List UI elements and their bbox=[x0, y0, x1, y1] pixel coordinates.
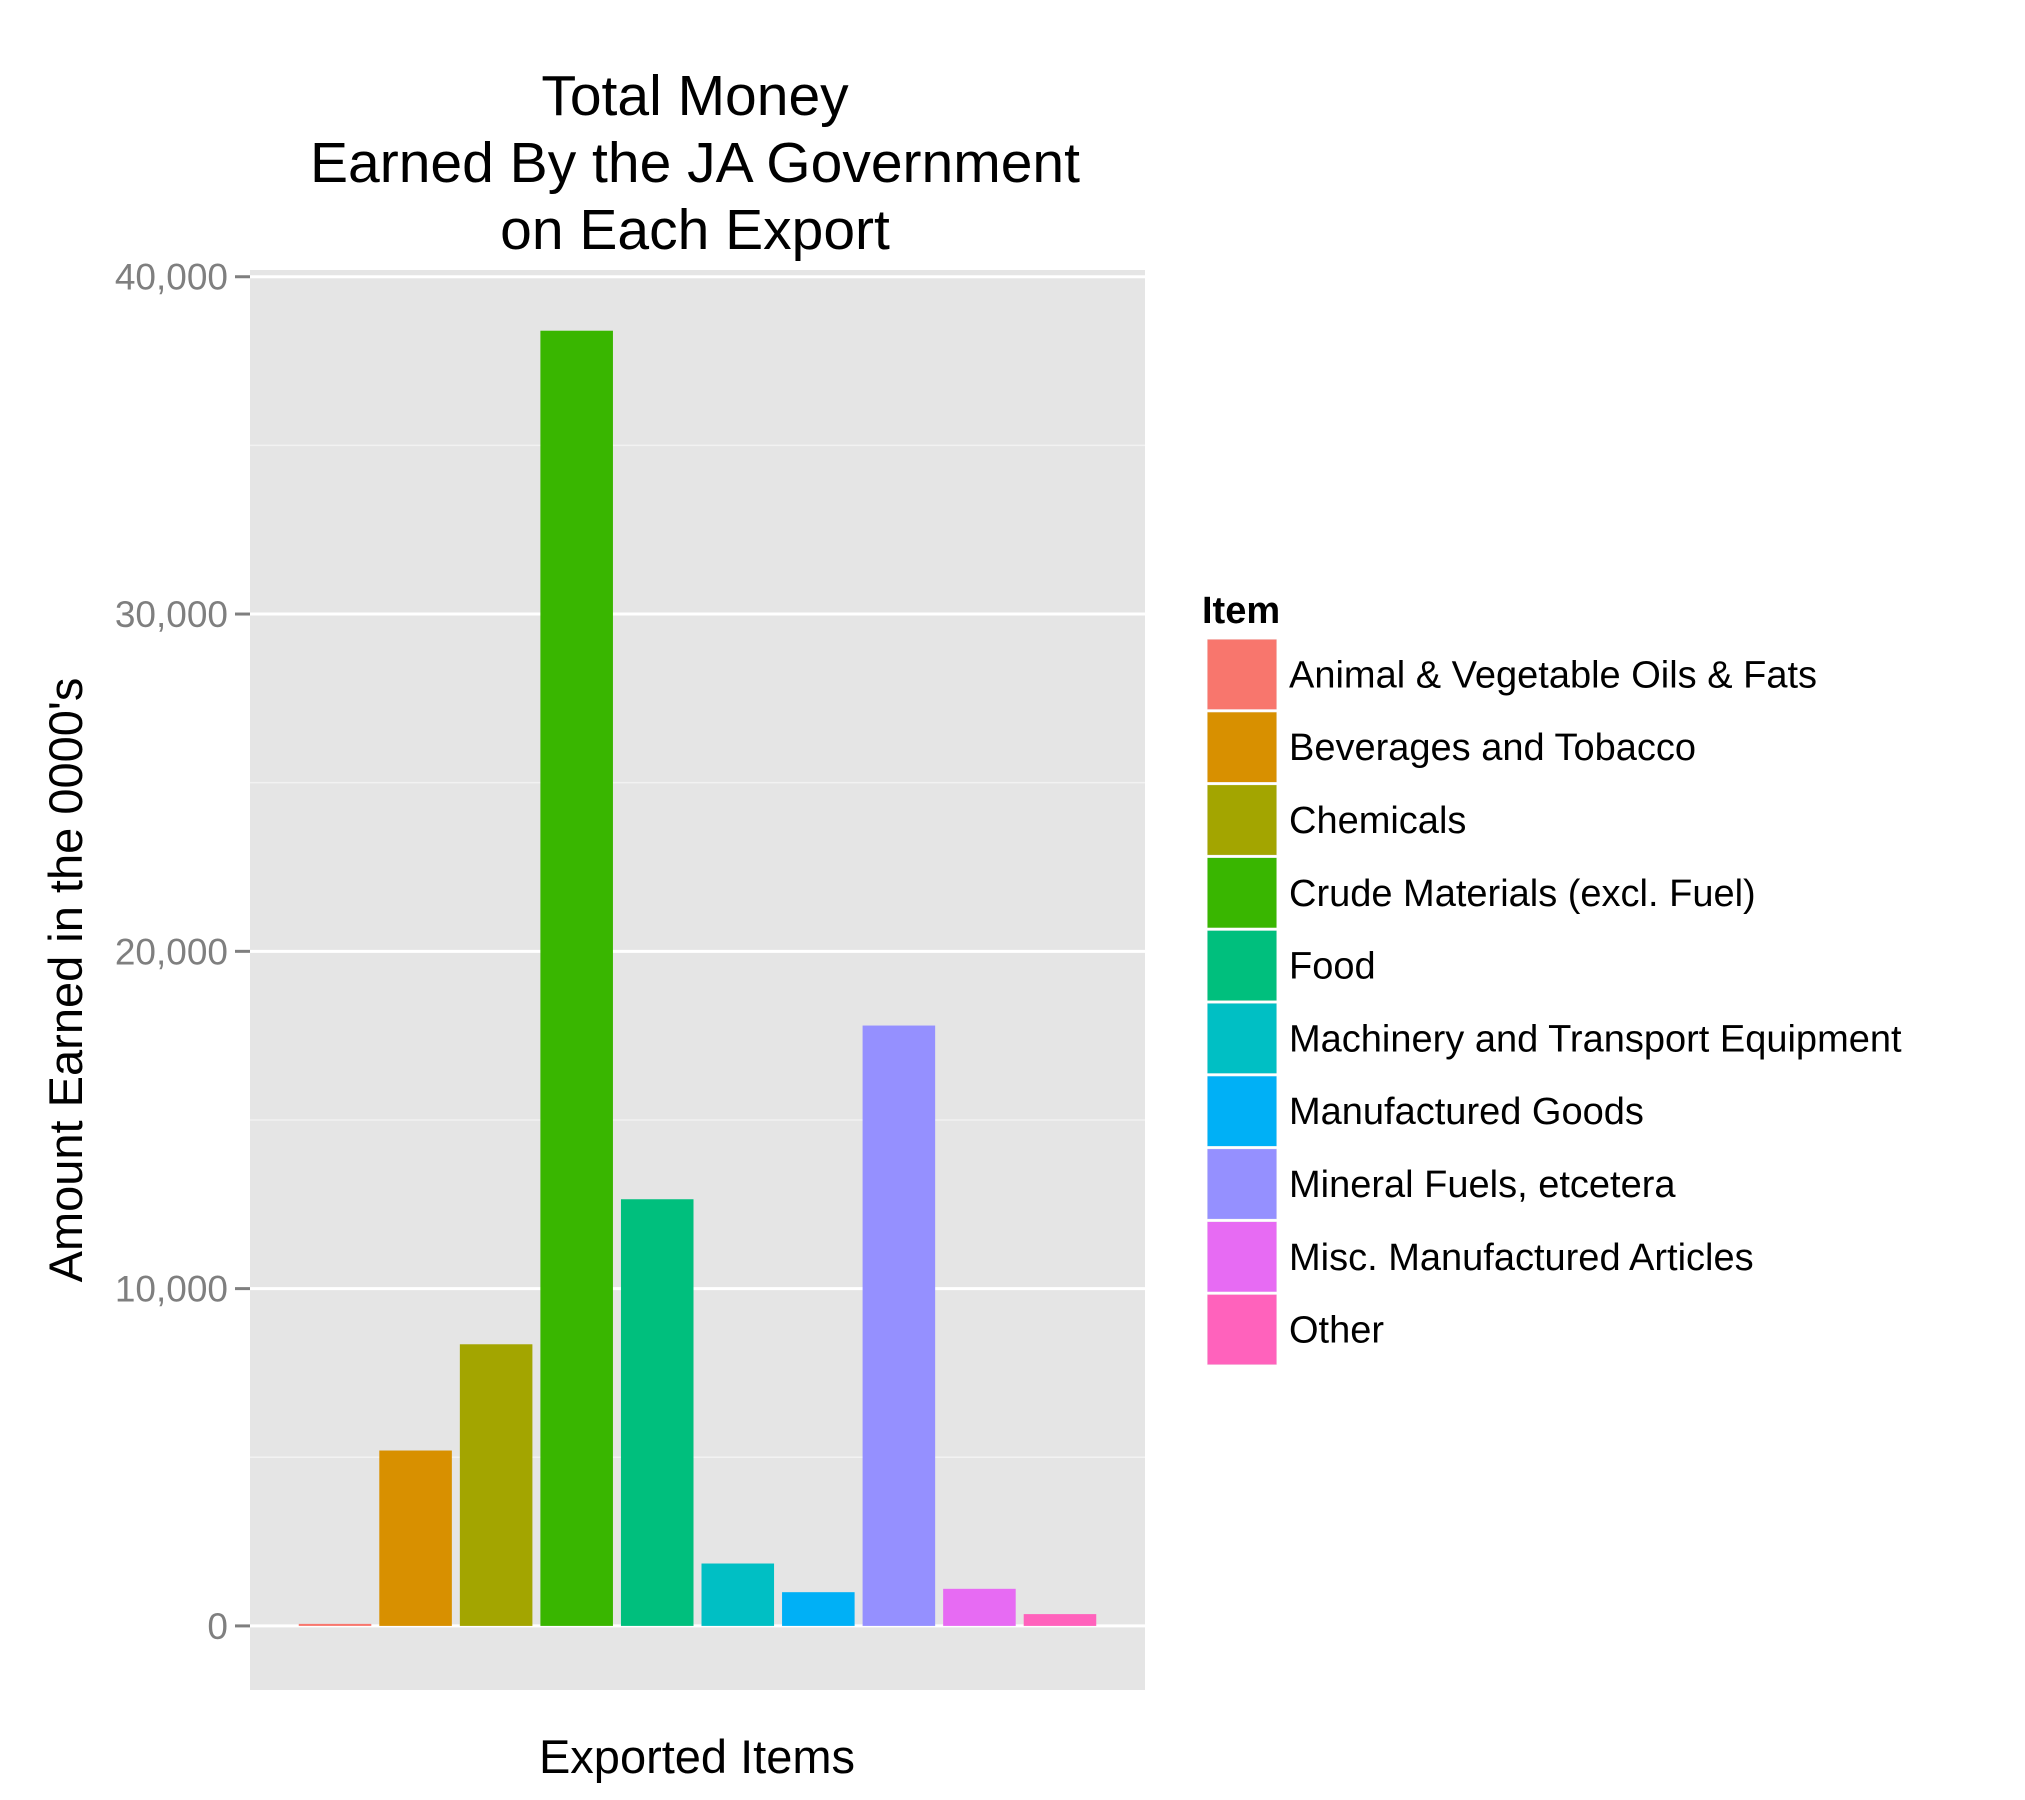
legend-label: Mineral Fuels, etcetera bbox=[1289, 1164, 1676, 1206]
legend-label: Crude Materials (excl. Fuel) bbox=[1289, 873, 1756, 915]
bar bbox=[782, 1592, 855, 1626]
legend-key bbox=[1207, 930, 1277, 1001]
y-tick-label: 0 bbox=[207, 1606, 228, 1647]
bar bbox=[620, 1199, 694, 1626]
chart-title-line-3: on Each Export bbox=[500, 198, 890, 262]
y-tick-label: 20,000 bbox=[115, 931, 228, 972]
legend-label: Misc. Manufactured Articles bbox=[1289, 1237, 1754, 1279]
bar bbox=[943, 1588, 1016, 1626]
bar bbox=[862, 1025, 936, 1626]
y-axis-label: Amount Earned in the 0000's bbox=[39, 678, 92, 1283]
y-tick-label: 40,000 bbox=[115, 257, 228, 298]
legend-label: Other bbox=[1289, 1310, 1384, 1352]
chart-title-line-2: Earned By the JA Government bbox=[310, 131, 1080, 195]
legend-key bbox=[1207, 1076, 1277, 1147]
chart-title-line-1: Total Money bbox=[541, 64, 849, 128]
y-tick-label: 30,000 bbox=[115, 594, 228, 635]
legend: Item Animal & Vegetable Oils & Fats Bever… bbox=[1202, 590, 1902, 1367]
bar bbox=[379, 1450, 452, 1626]
x-axis-label: Exported Items bbox=[539, 1730, 855, 1783]
y-axis: 0 10,000 20,000 30,000 40,000 bbox=[115, 257, 250, 1647]
legend-items: Animal & Vegetable Oils & Fats Beverages … bbox=[1205, 637, 1902, 1367]
bar bbox=[1023, 1614, 1097, 1626]
legend-label: Machinery and Transport Equipment bbox=[1289, 1018, 1902, 1060]
chart-title: Total Money Earned By the JA Government … bbox=[310, 64, 1080, 262]
legend-key bbox=[1207, 712, 1277, 783]
legend-label: Animal & Vegetable Oils & Fats bbox=[1289, 654, 1817, 696]
legend-label: Food bbox=[1289, 946, 1376, 988]
legend-key bbox=[1207, 785, 1277, 855]
legend-key bbox=[1207, 1003, 1277, 1074]
bar bbox=[540, 330, 613, 1626]
legend-title: Item bbox=[1202, 590, 1280, 632]
bar bbox=[459, 1344, 533, 1626]
legend-key bbox=[1207, 1294, 1277, 1365]
legend-label: Beverages and Tobacco bbox=[1289, 727, 1696, 769]
bar bbox=[701, 1563, 775, 1626]
legend-key bbox=[1207, 1221, 1277, 1292]
legend-label: Chemicals bbox=[1289, 800, 1466, 842]
legend-key bbox=[1207, 639, 1277, 710]
legend-key bbox=[1207, 857, 1277, 928]
bar bbox=[298, 1623, 372, 1626]
legend-key bbox=[1207, 1149, 1277, 1219]
bars bbox=[298, 330, 1097, 1626]
legend-label: Manufactured Goods bbox=[1289, 1091, 1644, 1133]
y-tick-label: 10,000 bbox=[115, 1269, 228, 1310]
major-gridlines bbox=[250, 275, 1145, 1628]
